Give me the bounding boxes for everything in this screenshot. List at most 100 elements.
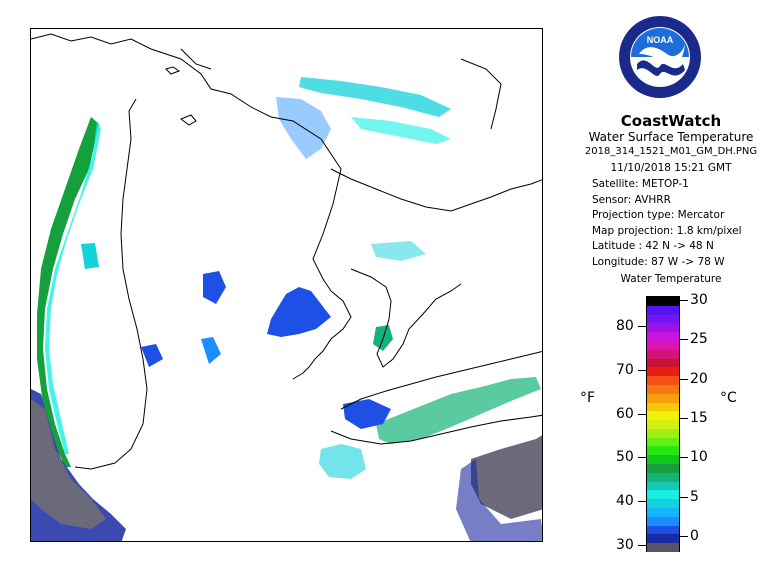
south-cloud-blue <box>456 459 542 541</box>
north-cyan-streak-1 <box>299 77 451 117</box>
celsius-tick-line <box>680 339 688 340</box>
coastline-michigan-lower <box>74 98 148 470</box>
coastline-thumb <box>292 290 352 380</box>
noaa-logo-svg: NOAA <box>619 16 701 98</box>
celsius-tick-label: 5 <box>690 489 699 505</box>
fahrenheit-tick-line <box>638 414 646 415</box>
fahrenheit-tick-label: 40 <box>616 493 634 509</box>
colorbar-segment <box>647 472 679 483</box>
noaa-logo-text: NOAA <box>647 35 674 45</box>
colorbar-segment <box>647 411 679 421</box>
map-projection-type: Projection type: Mercator <box>592 209 725 221</box>
map-svg <box>31 33 542 541</box>
legend-colorbar <box>646 296 680 553</box>
small-island-1 <box>165 66 181 75</box>
colorbar-segment <box>647 534 679 544</box>
coastline-huron-east <box>350 268 462 368</box>
coastline-erie-south <box>330 414 542 445</box>
blue-patch-4 <box>81 243 99 269</box>
fahrenheit-tick-line <box>638 545 646 546</box>
colorbar-segment <box>647 508 679 518</box>
colorbar-segment <box>647 384 679 395</box>
celsius-tick-line <box>680 418 688 419</box>
map-subtitle: Water Surface Temperature <box>588 130 754 144</box>
colorbar-segment <box>647 314 679 324</box>
colorbar-segment <box>647 437 679 447</box>
map-latitude: Latitude : 42 N -> 48 N <box>592 240 714 252</box>
fahrenheit-tick-label: 70 <box>616 362 634 378</box>
celsius-tick-label: 15 <box>690 410 708 426</box>
cyan-patch-5 <box>371 241 426 261</box>
lake-erie-blue <box>343 399 391 429</box>
celsius-tick-label: 25 <box>690 331 708 347</box>
fahrenheit-tick-line <box>638 326 646 327</box>
colorbar-segment <box>647 428 679 439</box>
fahrenheit-tick-label: 60 <box>616 406 634 422</box>
map-projection: Map projection: 1.8 km/pixel <box>592 225 742 237</box>
fahrenheit-tick-line <box>638 501 646 502</box>
saginaw-blue-patch <box>267 287 331 337</box>
coastwatch-title: CoastWatch <box>620 112 722 130</box>
fahrenheit-tick-line <box>638 457 646 458</box>
colorbar-segment <box>647 349 679 360</box>
celsius-tick-label: 10 <box>690 449 708 465</box>
colorbar-segment <box>647 367 679 377</box>
celsius-tick-label: 20 <box>690 371 708 387</box>
lake-erie-band <box>376 377 541 444</box>
celsius-tick-line <box>680 457 688 458</box>
celsius-tick-line <box>680 379 688 380</box>
map-sensor: Sensor: AVHRR <box>592 194 671 206</box>
colorbar-segment <box>647 393 679 403</box>
colorbar-segment <box>647 525 679 535</box>
colorbar-segment <box>647 543 679 553</box>
lake-st-clair-patch <box>319 444 366 479</box>
coastline-erie-north <box>340 350 542 410</box>
celsius-tick-line <box>680 497 688 498</box>
colorbar-segment <box>647 305 679 316</box>
colorbar-segment <box>647 358 679 368</box>
map-filename: 2018_314_1521_M01_GM_DH.PNG <box>584 146 758 157</box>
map-longitude: Longitude: 87 W -> 78 W <box>592 256 725 268</box>
colorbar-segment <box>647 464 679 474</box>
celsius-tick-label: 0 <box>690 528 699 544</box>
fahrenheit-tick-label: 50 <box>616 449 634 465</box>
north-shore-small <box>460 58 502 130</box>
coastline-ontario <box>330 168 542 212</box>
colorbar-segment <box>647 420 679 430</box>
fahrenheit-tick-line <box>638 370 646 371</box>
colorbar-segment <box>647 446 679 456</box>
south-cloud-gray <box>31 399 106 529</box>
lake-michigan-east-band <box>37 117 99 467</box>
blue-patch-1 <box>203 271 226 304</box>
legend-unit-f: °F <box>580 390 596 406</box>
colorbar-segment <box>647 499 679 509</box>
blue-patch-2 <box>141 344 163 367</box>
colorbar-segment <box>647 455 679 465</box>
celsius-tick-line <box>680 536 688 537</box>
legend-unit-c: °C <box>720 390 737 406</box>
small-island-2 <box>179 114 197 126</box>
coastline-upper-peninsula <box>31 33 342 292</box>
colorbar-segment <box>647 323 679 333</box>
colorbar-segment <box>647 340 679 351</box>
noaa-logo: NOAA <box>617 14 703 100</box>
colorbar-segment <box>647 490 679 500</box>
colorbar-segment <box>647 376 679 386</box>
legend-title: Water Temperature <box>620 273 722 285</box>
colorbar-segment <box>647 297 679 307</box>
map-datetime: 11/10/2018 15:21 GMT <box>610 162 732 174</box>
blue-patch-3 <box>201 337 221 364</box>
celsius-tick-label: 30 <box>690 292 708 308</box>
north-cyan-streak-2 <box>351 117 451 144</box>
fahrenheit-tick-label: 30 <box>616 537 634 553</box>
lake-michigan-band-cyan <box>45 121 101 454</box>
celsius-tick-line <box>680 300 688 301</box>
colorbar-segment <box>647 481 679 491</box>
map-satellite: Satellite: METOP-1 <box>592 178 689 190</box>
isle-royale <box>180 48 212 70</box>
fahrenheit-tick-label: 80 <box>616 318 634 334</box>
sst-map <box>30 28 543 542</box>
coastlines <box>31 33 542 470</box>
south-cloud-gray-2 <box>471 435 542 519</box>
colorbar-segment <box>647 402 679 412</box>
